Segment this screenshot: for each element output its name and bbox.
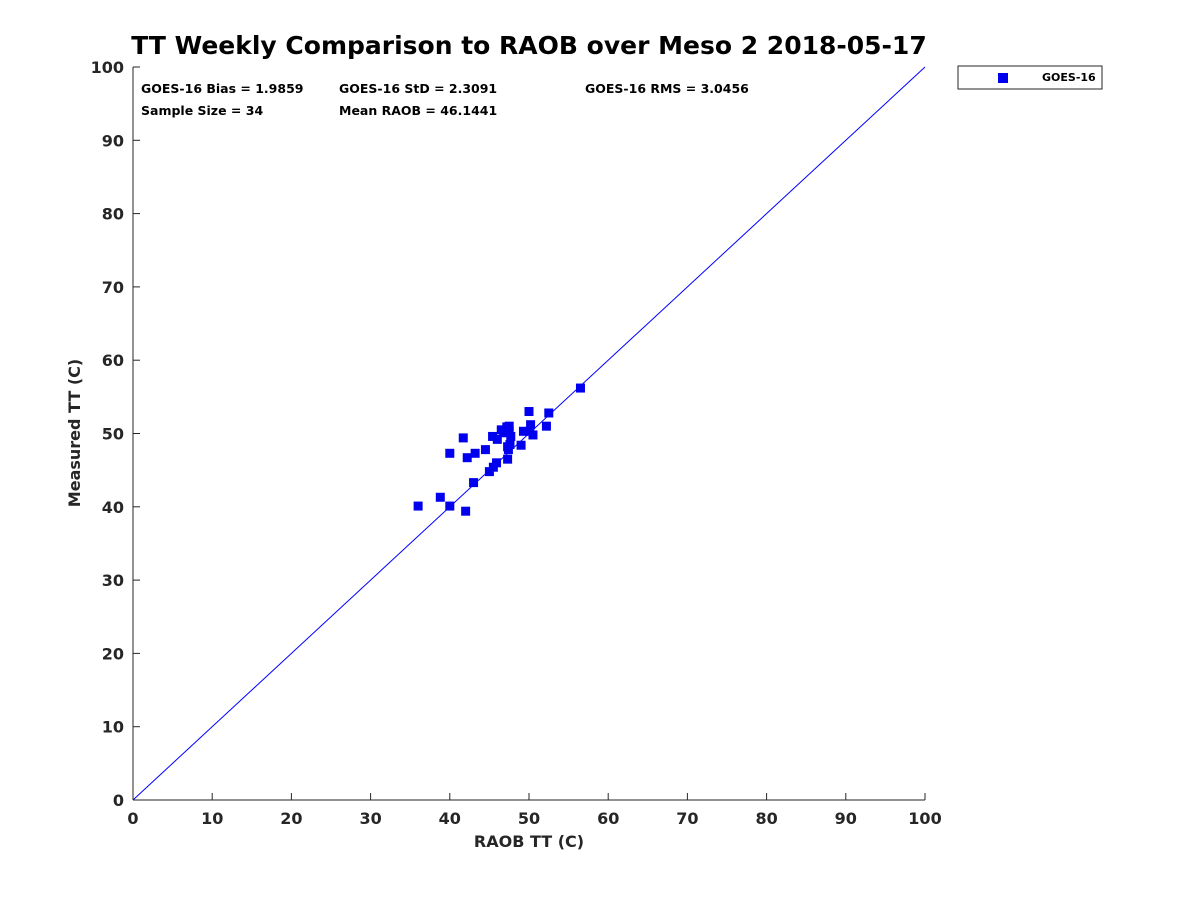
- data-point: [435, 492, 445, 502]
- y-tick-label: 70: [102, 278, 124, 297]
- x-tick-label: 70: [676, 809, 698, 828]
- legend-box: [957, 65, 1103, 90]
- chart-title: TT Weekly Comparison to RAOB over Meso 2…: [131, 31, 926, 60]
- stat-bias: GOES-16 Bias = 1.9859: [141, 81, 303, 96]
- x-axis-label: RAOB TT (C): [474, 832, 584, 851]
- stat-sample-size: Sample Size = 34: [141, 103, 263, 118]
- data-point: [575, 383, 585, 393]
- data-point: [506, 431, 516, 441]
- y-tick-label: 40: [102, 498, 124, 517]
- x-tick-label: 10: [201, 809, 223, 828]
- x-tick-label: 80: [755, 809, 777, 828]
- data-point: [544, 408, 554, 418]
- data-point: [528, 430, 538, 440]
- stat-rms: GOES-16 RMS = 3.0456: [585, 81, 749, 96]
- data-point: [461, 506, 471, 516]
- stat-mean-raob: Mean RAOB = 46.1441: [339, 103, 497, 118]
- data-point: [499, 428, 509, 438]
- y-tick-label: 60: [102, 351, 124, 370]
- y-tick-label: 100: [91, 58, 124, 77]
- y-tick-label: 0: [113, 791, 124, 810]
- x-tick-label: 0: [127, 809, 138, 828]
- data-point: [503, 454, 513, 464]
- data-point: [518, 426, 528, 436]
- data-point: [458, 433, 468, 443]
- y-tick-label: 30: [102, 571, 124, 590]
- data-point: [413, 501, 423, 511]
- data-point: [480, 445, 490, 455]
- y-axis-label: Measured TT (C): [65, 359, 84, 507]
- stats-annotations: GOES-16 Bias = 1.9859 GOES-16 StD = 2.30…: [141, 81, 749, 118]
- y-ticks: 0 10 20 30 40 50 60 70 80 90 100: [91, 58, 140, 810]
- data-point: [516, 440, 526, 450]
- x-tick-label: 30: [359, 809, 381, 828]
- data-point: [445, 448, 455, 458]
- data-point: [541, 421, 551, 431]
- y-tick-label: 20: [102, 644, 124, 663]
- data-point: [462, 453, 472, 463]
- data-point: [469, 478, 479, 488]
- y-tick-label: 50: [102, 425, 124, 444]
- x-tick-label: 50: [518, 809, 540, 828]
- plot-area: 0 10 20 30 40 50 60 70 80 90 100 0 10 20 30 40 50 60 70 80…: [91, 58, 942, 828]
- y-tick-label: 80: [102, 205, 124, 224]
- data-point: [445, 501, 455, 511]
- data-point: [492, 434, 502, 444]
- x-tick-label: 60: [597, 809, 619, 828]
- data-point: [503, 445, 513, 455]
- y-tick-label: 90: [102, 131, 124, 150]
- y-tick-label: 10: [102, 718, 124, 737]
- data-point: [492, 458, 502, 468]
- x-tick-label: 90: [835, 809, 857, 828]
- x-tick-label: 40: [439, 809, 461, 828]
- data-point: [524, 407, 534, 417]
- data-point: [504, 426, 514, 436]
- data-point: [488, 431, 498, 441]
- x-tick-label: 100: [908, 809, 941, 828]
- data-point: [505, 439, 515, 449]
- legend-marker-goes16: [998, 73, 1008, 83]
- data-point: [470, 448, 480, 458]
- data-points: [413, 383, 585, 516]
- x-tick-label: 20: [280, 809, 302, 828]
- x-ticks: 0 10 20 30 40 50 60 70 80 90 100: [127, 793, 942, 828]
- legend-label-goes16: GOES-16: [1042, 71, 1096, 84]
- data-point: [504, 421, 514, 431]
- data-point: [526, 420, 536, 430]
- legend: GOES-16: [957, 65, 1103, 90]
- stat-std: GOES-16 StD = 2.3091: [339, 81, 497, 96]
